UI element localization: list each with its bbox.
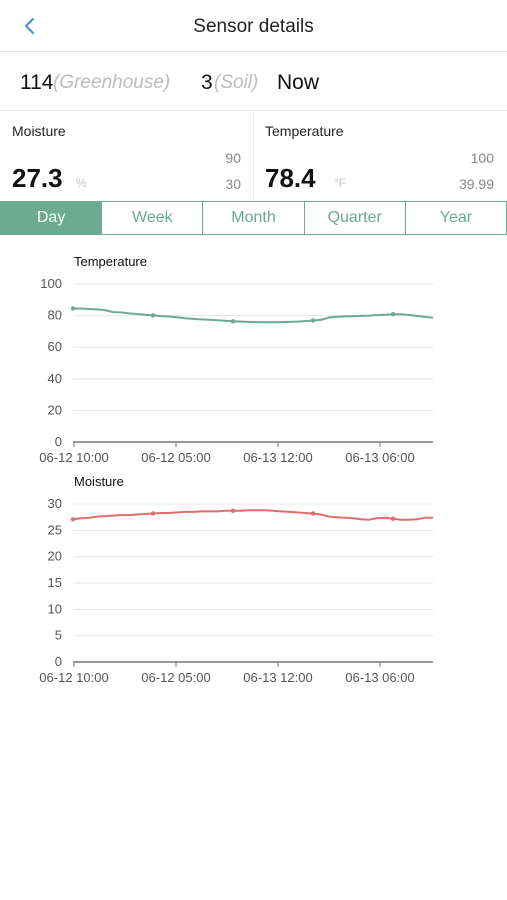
sensor-id: 3 [201,71,213,94]
x-tick-label: 06-12 10:00 [39,670,108,685]
x-tick-label: 06-13 12:00 [243,450,312,465]
temperature-chart-svg: Temperature 0 20 40 60 80 100 06-12 10:00 06-12 … [39,254,434,465]
series-line [73,307,434,324]
data-point [230,319,236,324]
data-point [70,517,76,522]
x-tick-label: 06-13 06:00 [345,670,414,685]
reading-value: 78.4 [265,163,316,193]
x-tick-label: 06-13 12:00 [243,670,312,685]
tab-month[interactable]: Month [203,202,305,234]
tab-quarter[interactable]: Quarter [304,202,406,234]
y-tick-label: 100 [40,276,62,291]
data-point [150,511,156,516]
readings-panel: Moisture 27.3 % 90 30 Temperature 78.4 °… [0,112,507,200]
chart-title: Temperature [74,254,147,269]
tab-year[interactable]: Year [405,202,507,234]
y-tick-label: 0 [55,434,62,449]
y-tick-label: 0 [55,654,62,669]
data-point [70,306,76,311]
reading-min: 39.99 [458,176,494,192]
y-tick-label: 20 [48,402,62,417]
sensor-type: (Soil) [214,72,259,93]
data-point [150,313,156,318]
card-divider [253,112,254,200]
y-tick-label: 15 [48,575,62,590]
x-tick-label: 06-12 05:00 [141,450,210,465]
tab-day[interactable]: Day [1,202,103,234]
nav-bar: Sensor details [0,0,507,52]
reading-name: Moisture [12,123,66,139]
data-point [230,508,236,514]
y-tick-label: 10 [48,601,62,616]
chevron-left-icon[interactable] [18,14,42,38]
moisture-chart-svg: Moisture 0 5 10 15 20 25 30 06-12 10:00 06-12 05:… [39,474,433,685]
y-tick-label: 5 [55,628,62,643]
reading-value: 27.3 [12,163,63,193]
station-type: (Greenhouse) [53,72,171,93]
x-tick-label: 06-12 05:00 [141,670,210,685]
data-point [390,311,396,317]
time-label: Now [277,71,320,94]
data-point [310,318,316,323]
y-tick-label: 60 [48,339,62,354]
reading-min: 30 [225,176,241,192]
moisture-card: Moisture 27.3 % 90 30 [0,112,253,200]
x-tick-label: 06-13 06:00 [345,450,414,465]
sensor-id-row: 114 (Greenhouse) 3 (Soil) Now [0,53,507,111]
y-tick-label: 40 [48,371,62,386]
page-title: Sensor details [193,16,314,37]
moisture-chart: Moisture 0 5 10 15 20 25 30 06-12 10:00 06-12 05:… [0,465,507,690]
y-tick-label: 20 [48,549,62,564]
tab-week[interactable]: Week [102,202,204,234]
data-point [390,516,396,521]
reading-name: Temperature [265,123,344,139]
x-tick-label: 06-12 10:00 [39,450,108,465]
reading-max: 100 [470,150,494,166]
reading-unit: °F [334,176,347,190]
chart-title: Moisture [74,474,124,489]
period-tabs: Day Week Month Quarter Year [0,201,507,235]
y-tick-label: 30 [48,496,62,511]
temperature-card: Temperature 78.4 °F 100 39.99 [254,112,507,200]
y-tick-label: 25 [48,522,62,537]
station-id: 114 [20,71,54,94]
temperature-chart: Temperature 0 20 40 60 80 100 06-12 10:00 06-12 … [0,245,507,470]
reading-unit: % [76,176,87,190]
y-tick-label: 80 [48,308,62,323]
series-line [72,509,433,521]
reading-max: 90 [225,150,241,166]
data-point [310,511,316,516]
